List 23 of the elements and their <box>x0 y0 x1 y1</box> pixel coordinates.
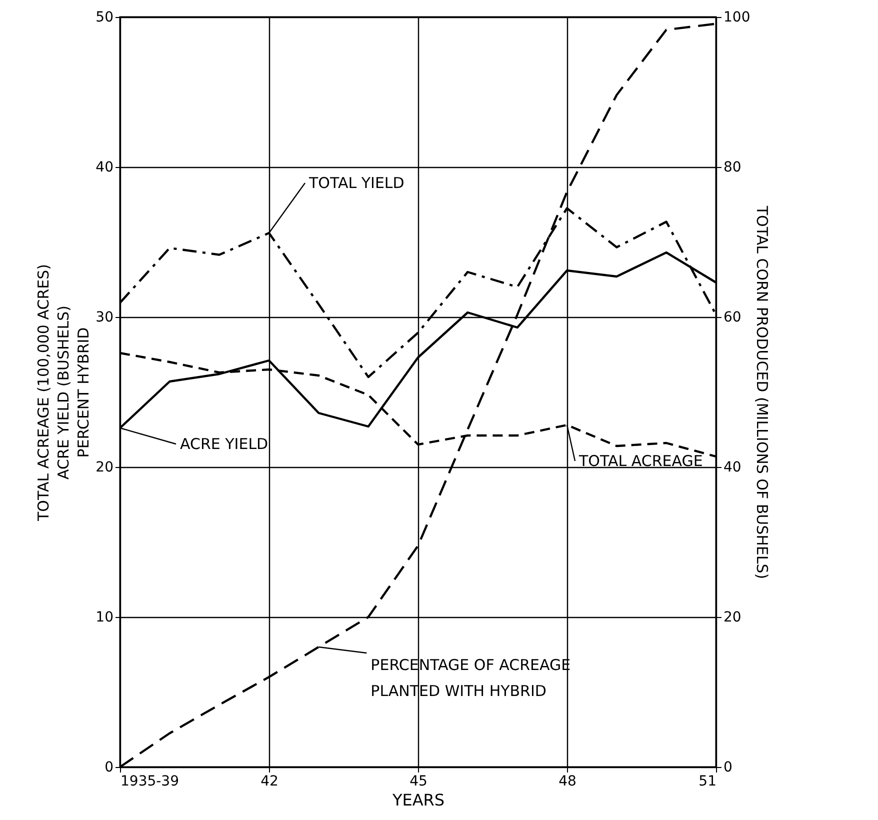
y2-tick-label: 0 <box>724 760 732 776</box>
y-axis-title: TOTAL ACREAGE (100,000 ACRES) ACRE YIELD (BUSHELS) PERCENT HYBRID <box>34 264 93 522</box>
x-axis-title: YEARS <box>391 790 445 810</box>
y-tick-label: 30 <box>96 310 114 326</box>
y2-tick-label: 60 <box>724 310 742 326</box>
y2-axis-title: TOTAL CORN PRODUCED (MILLIONS OF BUSHELS) <box>753 204 772 580</box>
y2-tick-label: 100 <box>724 10 750 26</box>
x-tick-label: 51 <box>698 774 716 790</box>
y-tick-label: 40 <box>96 160 114 176</box>
y-tick-label: 10 <box>96 610 114 626</box>
x-tick-label: 45 <box>410 774 428 790</box>
x-tick-label: 42 <box>260 774 278 790</box>
y2-tick-label: 40 <box>724 460 742 476</box>
legend-label: ACRE YIELD <box>180 435 268 453</box>
text: TOTAL YIELD <box>308 174 404 192</box>
y-tick-label: 20 <box>96 460 114 476</box>
x-tick-label: 1935-39 <box>120 774 179 790</box>
y-tick-label: 0 <box>104 760 114 776</box>
x-tick-label: 48 <box>558 774 576 790</box>
y2-tick-label: 20 <box>724 610 742 626</box>
y2-tick-label: 80 <box>724 160 742 176</box>
y-tick-label: 50 <box>96 10 114 26</box>
series-label: TOTAL ACREAGE <box>578 452 703 470</box>
